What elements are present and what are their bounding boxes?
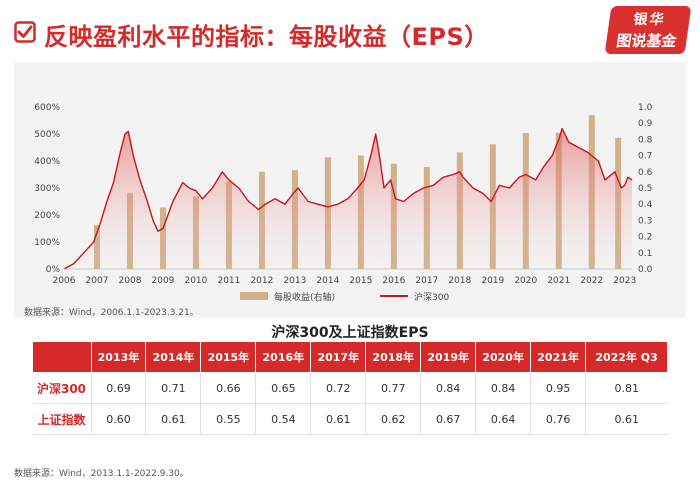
legend-label-hs300: 沪深300 [414,291,449,303]
table-cell: 0.84 [420,372,477,404]
table-cell: 0.81 [585,372,668,404]
y-right-tick-label: 0.5 [638,184,652,194]
legend-label-eps: 每股收益(右轴) [274,291,335,303]
table-cell: 0.67 [420,403,477,435]
y-left-tick-label: 400% [34,157,60,167]
y-right-tick-label: 0.2 [638,233,652,243]
table-cell: 0.71 [145,372,202,404]
y-right-tick-label: 0.6 [638,168,653,178]
chart-source-note: 数据来源：Wind，2006.1.1-2023.3.21。 [24,308,199,318]
y-left-tick-label: 300% [34,184,60,194]
x-tick-label: 2023 [613,276,636,286]
y-left-tick-label: 100% [34,238,60,248]
x-tick-label: 2020 [514,276,537,286]
table-row: 上证指数 0.60 0.61 0.55 0.54 0.61 0.62 0.67 … [32,403,668,435]
x-tick-label: 2007 [86,276,109,286]
checkbox-icon [14,21,36,43]
table-cell: 0.60 [91,403,147,435]
x-tick-label: 2006 [53,276,76,286]
y-right-tick-label: 0.0 [638,265,653,275]
table-source-note: 数据来源：Wind，2013.1.1-2022.9.30。 [14,469,189,479]
table-cell: 0.69 [91,372,147,404]
y-left-tick-label: 600% [34,103,60,113]
table-cell: 0.62 [365,403,422,435]
table-cell: 0.77 [365,372,422,404]
logo-bottom-text: 图说基金 [615,32,678,50]
col-header: 2017年 [310,341,367,373]
x-tick-label: 2012 [250,276,273,286]
x-tick-label: 2011 [217,276,240,286]
logo-top-text: 银华 [632,12,667,28]
table-cell: 0.76 [530,403,587,435]
table-cell: 0.61 [145,403,202,435]
chart-panel: 0% 100% 200% 300% 400% 500% 600% 0.0 0.1 0.2 0.3 0.… [14,62,686,318]
table-cell: 0.65 [255,372,312,404]
y-right-tick-label: 1.0 [638,103,653,113]
x-tick-label: 2021 [547,276,570,286]
table-cell: 0.72 [310,372,367,404]
col-header: 2020年 [475,341,532,373]
col-header: 2019年 [420,341,477,373]
col-header: 2014年 [145,341,202,373]
table-cell: 0.66 [200,372,257,404]
y-right-tick-label: 0.3 [638,216,652,226]
x-tick-label: 2008 [119,276,142,286]
x-tick-label: 2013 [283,276,306,286]
hs300-line [63,127,633,270]
col-header: 2021年 [530,341,587,373]
y-left-tick-label: 500% [34,130,60,140]
x-tick-label: 2018 [448,276,471,286]
eps-hs300-chart: 0% 100% 200% 300% 400% 500% 600% 0.0 0.1 0.2 0.3 0.… [34,103,653,303]
y-right-tick-label: 0.7 [638,152,652,162]
col-header: 2022年 Q3 [585,341,668,373]
table-cell: 0.61 [310,403,367,435]
table-cell: 0.95 [530,372,587,404]
brand-logo: 银华 图说基金 [604,6,692,54]
y-right-tick-label: 0.9 [638,119,653,129]
table-title: 沪深300及上证指数EPS [271,325,429,341]
table-cell: 0.84 [475,372,532,404]
x-tick-label: 2009 [152,276,175,286]
col-header: 2018年 [365,341,422,373]
x-tick-label: 2015 [349,276,372,286]
x-tick-label: 2014 [316,276,339,286]
row-header: 沪深300 [32,372,92,404]
x-tick-label: 2017 [415,276,438,286]
eps-table: 2013年 2014年 2015年 2016年 2017年 2018年 2019… [32,341,668,435]
y-right-tick-label: 0.1 [638,249,652,259]
table-cell: 0.64 [475,403,532,435]
col-header: 2016年 [255,341,312,373]
y-right-tick-label: 0.8 [638,135,653,145]
x-tick-label: 2019 [481,276,504,286]
row-header: 上证指数 [32,403,92,435]
table-header-row: 2013年 2014年 2015年 2016年 2017年 2018年 2019… [32,341,668,373]
x-tick-label: 2022 [580,276,603,286]
page-title: 反映盈利水平的指标：每股收益（EPS） [44,23,489,51]
col-header: 2013年 [90,341,147,373]
y-right-tick-label: 0.4 [638,200,653,210]
page-header: 反映盈利水平的指标：每股收益（EPS） 银华 图说基金 [0,0,700,62]
table-corner-cell [32,341,92,373]
legend-swatch-eps [240,292,268,300]
table-row: 沪深300 0.69 0.71 0.66 0.65 0.72 0.77 0.84… [32,372,668,404]
y-left-tick-label: 200% [34,211,60,221]
table-cell: 0.55 [200,403,257,435]
x-tick-label: 2016 [382,276,405,286]
x-tick-label: 2010 [184,276,207,286]
table-cell: 0.61 [585,403,668,435]
table-cell: 0.54 [255,403,312,435]
col-header: 2015年 [200,341,257,373]
y-left-tick-label: 0% [46,265,61,275]
